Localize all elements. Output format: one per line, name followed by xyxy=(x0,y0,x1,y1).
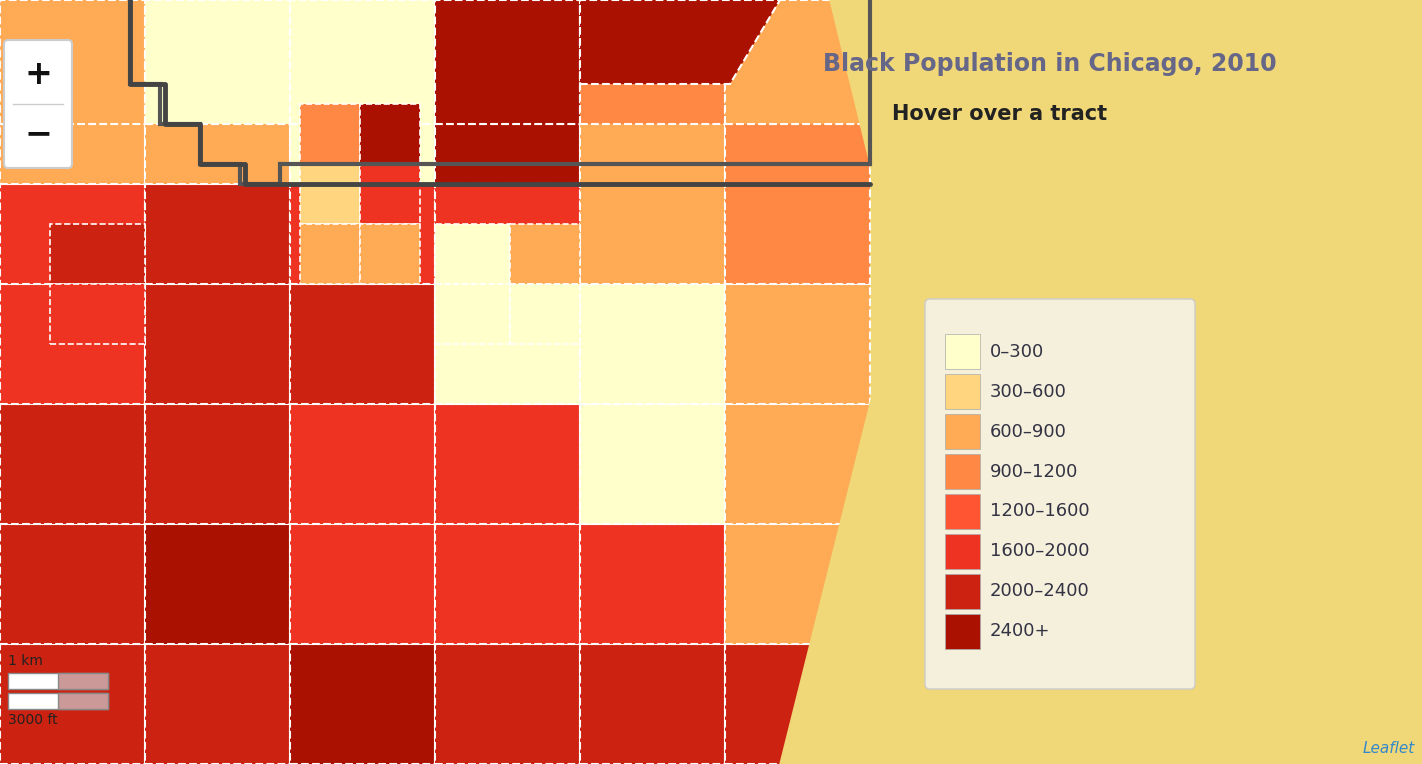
Polygon shape xyxy=(360,224,419,284)
Bar xyxy=(946,454,980,489)
Polygon shape xyxy=(360,104,419,164)
Bar xyxy=(58,693,108,709)
Polygon shape xyxy=(725,124,870,184)
Polygon shape xyxy=(580,0,781,84)
Polygon shape xyxy=(50,224,145,284)
Polygon shape xyxy=(290,124,435,184)
Polygon shape xyxy=(580,284,725,404)
Polygon shape xyxy=(145,524,290,644)
Polygon shape xyxy=(145,0,290,124)
Polygon shape xyxy=(50,284,145,344)
Bar xyxy=(946,414,980,449)
Text: 900–1200: 900–1200 xyxy=(990,462,1078,481)
Polygon shape xyxy=(145,184,290,284)
Polygon shape xyxy=(725,184,870,284)
Text: 0–300: 0–300 xyxy=(990,342,1044,361)
Text: +: + xyxy=(24,57,53,90)
Polygon shape xyxy=(435,284,580,404)
Polygon shape xyxy=(580,0,725,124)
Text: 1 km: 1 km xyxy=(9,654,43,668)
Polygon shape xyxy=(300,104,360,164)
Bar xyxy=(946,534,980,569)
Polygon shape xyxy=(145,644,290,764)
Polygon shape xyxy=(725,0,870,124)
Polygon shape xyxy=(580,184,725,284)
Text: Black Population in Chicago, 2010: Black Population in Chicago, 2010 xyxy=(823,52,1277,76)
Polygon shape xyxy=(290,644,435,764)
Polygon shape xyxy=(435,524,580,644)
Bar xyxy=(946,334,980,369)
Polygon shape xyxy=(0,524,145,644)
Polygon shape xyxy=(290,524,435,644)
Bar xyxy=(58,673,108,689)
Polygon shape xyxy=(435,404,580,524)
Text: 2000–2400: 2000–2400 xyxy=(990,582,1089,601)
Bar xyxy=(946,494,980,529)
Text: 2400+: 2400+ xyxy=(990,623,1051,640)
Polygon shape xyxy=(781,0,1422,764)
Polygon shape xyxy=(145,404,290,524)
Polygon shape xyxy=(435,644,580,764)
Polygon shape xyxy=(435,284,510,344)
Polygon shape xyxy=(290,284,435,404)
Polygon shape xyxy=(0,184,145,284)
Polygon shape xyxy=(0,124,145,184)
Polygon shape xyxy=(300,164,360,224)
Polygon shape xyxy=(510,284,580,344)
Text: 300–600: 300–600 xyxy=(990,383,1066,400)
Polygon shape xyxy=(580,644,725,764)
Polygon shape xyxy=(435,124,580,184)
Polygon shape xyxy=(145,124,290,184)
Polygon shape xyxy=(0,404,145,524)
Polygon shape xyxy=(0,644,145,764)
Bar xyxy=(946,614,980,649)
Polygon shape xyxy=(290,184,435,284)
Text: 1200–1600: 1200–1600 xyxy=(990,503,1089,520)
Bar xyxy=(9,673,108,689)
Polygon shape xyxy=(300,224,360,284)
Polygon shape xyxy=(725,524,870,644)
Polygon shape xyxy=(145,284,290,404)
Polygon shape xyxy=(0,284,145,404)
Polygon shape xyxy=(435,0,580,124)
Bar xyxy=(946,574,980,609)
Polygon shape xyxy=(725,644,870,764)
Polygon shape xyxy=(435,184,580,284)
Text: Leaflet: Leaflet xyxy=(1362,741,1415,756)
Polygon shape xyxy=(290,404,435,524)
Polygon shape xyxy=(435,224,510,284)
Text: −: − xyxy=(24,118,53,151)
Polygon shape xyxy=(290,0,435,124)
Polygon shape xyxy=(580,124,725,184)
Bar xyxy=(9,693,108,709)
Polygon shape xyxy=(510,224,580,284)
Text: 3000 ft: 3000 ft xyxy=(9,713,58,727)
Polygon shape xyxy=(580,524,725,644)
Bar xyxy=(946,374,980,409)
Text: 1600–2000: 1600–2000 xyxy=(990,542,1089,561)
Polygon shape xyxy=(580,404,725,524)
Polygon shape xyxy=(870,0,1422,764)
Polygon shape xyxy=(360,164,419,224)
FancyBboxPatch shape xyxy=(4,40,73,168)
Text: Hover over a tract: Hover over a tract xyxy=(893,104,1108,124)
Polygon shape xyxy=(0,0,920,764)
Polygon shape xyxy=(0,0,145,124)
Polygon shape xyxy=(725,404,870,524)
Polygon shape xyxy=(725,284,870,404)
FancyBboxPatch shape xyxy=(924,299,1194,689)
Text: 600–900: 600–900 xyxy=(990,422,1066,441)
